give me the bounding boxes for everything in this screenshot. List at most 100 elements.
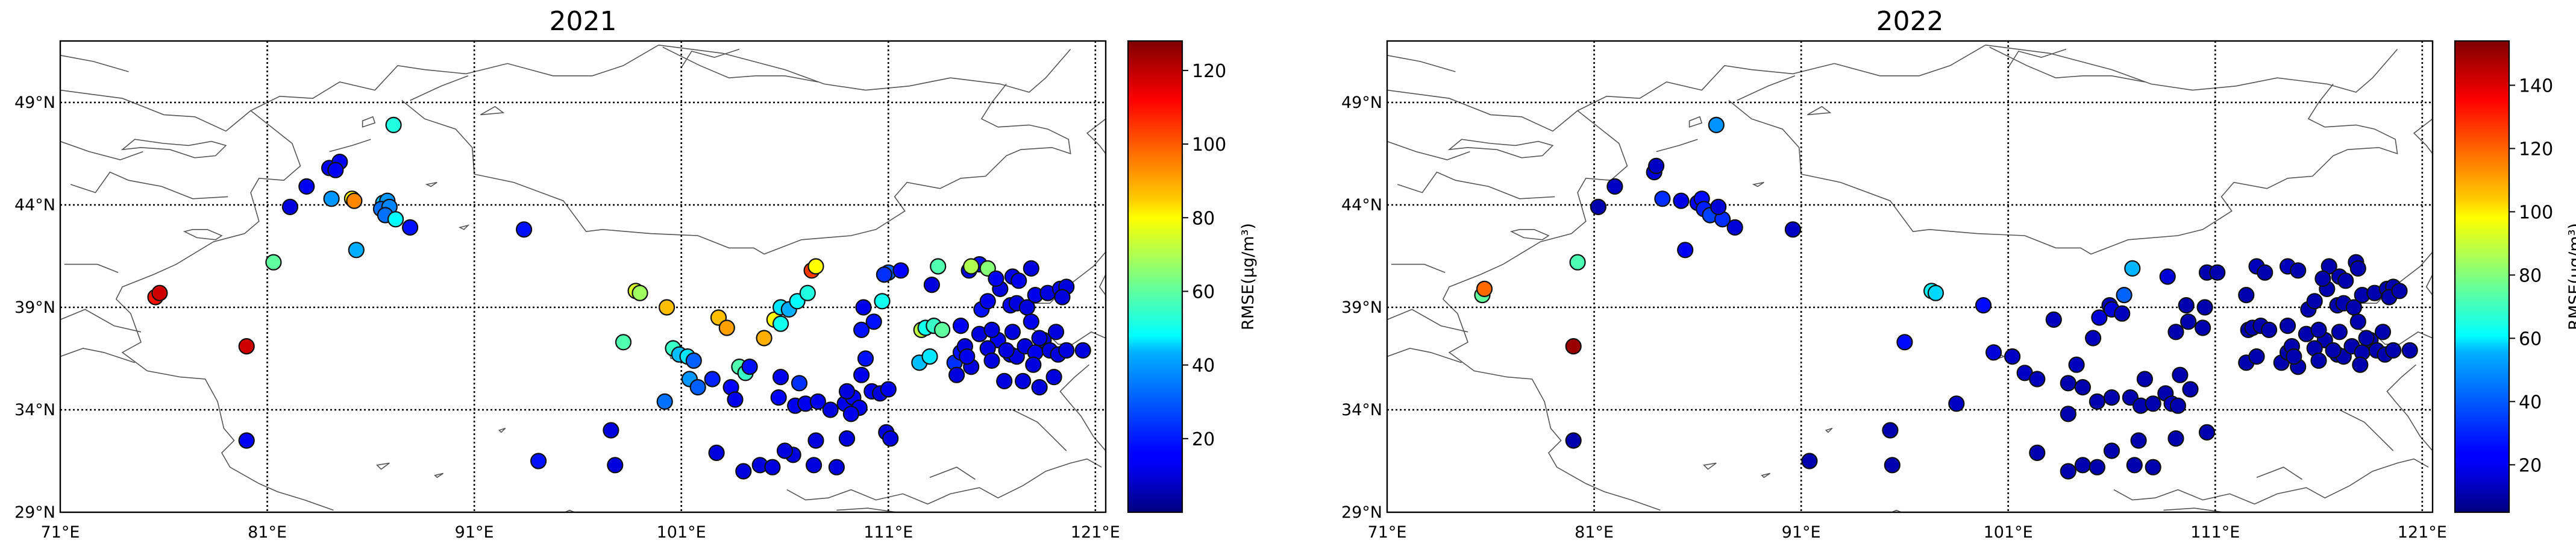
lake-outline [376, 462, 390, 470]
tick-labels: 71°E 81°E 91°E 101°E 111°E 121°E 29°N 34°N 39°N 4… [1341, 93, 2447, 542]
x-tick-label: 121°E [2398, 523, 2447, 542]
lake-outline [425, 181, 437, 187]
station-point [822, 401, 839, 418]
station-point [842, 406, 860, 422]
station-point [1710, 198, 1727, 215]
map-frame [1386, 40, 2434, 513]
station-point [996, 372, 1013, 390]
coastline [60, 140, 143, 161]
station-point [1031, 330, 1048, 347]
station-point [1801, 453, 1818, 469]
tick-labels: 71°E 81°E 91°E 101°E 111°E 121°E 29°N 34°N 39°N 4… [14, 93, 1120, 542]
colorbar-tick-label: 20 [2519, 455, 2542, 476]
station-point [874, 293, 891, 310]
station-point [238, 337, 255, 355]
station-point [2248, 348, 2265, 365]
station-point [2310, 352, 2327, 369]
x-tick-label: 101°E [1984, 523, 2033, 542]
station-point [853, 321, 870, 339]
station-point [2182, 381, 2199, 398]
coastline [658, 45, 1071, 93]
station-point [963, 258, 980, 275]
station-point [2286, 348, 2302, 365]
station-point [2159, 268, 2176, 285]
station-point [718, 319, 735, 336]
coastline [64, 263, 119, 273]
coastline [662, 46, 818, 83]
x-tick-label: 101°E [657, 523, 706, 542]
x-tick-label: 121°E [1071, 523, 1120, 542]
station-point [791, 375, 808, 392]
station-point [2145, 459, 2161, 475]
station-point [1648, 157, 1665, 174]
station-point [876, 266, 893, 283]
station-point [2261, 321, 2278, 339]
station-point [979, 293, 996, 310]
station-point [327, 162, 344, 178]
station-point [1054, 289, 1071, 306]
station-point [2325, 342, 2342, 359]
station-point [857, 350, 874, 367]
station-point [658, 299, 675, 316]
colorbar-label: RMSE(μg/m³) [1239, 223, 1258, 330]
station-point [983, 352, 1000, 369]
station-point [892, 262, 909, 279]
coastline [2425, 274, 2433, 296]
coastline [60, 45, 659, 132]
station-point [385, 116, 402, 133]
station-point [2074, 457, 2091, 474]
coastlines [60, 45, 1106, 512]
station-point [1031, 378, 1048, 396]
colorbar-tick-label: 60 [1192, 281, 1215, 303]
coastline [1985, 45, 2398, 93]
station-point [983, 321, 1000, 339]
station-point [727, 391, 744, 408]
station-point [2180, 313, 2197, 330]
station-point [656, 393, 673, 410]
station-point [1708, 116, 1725, 133]
station-point [2085, 330, 2102, 347]
station-point [1047, 324, 1065, 340]
lake-outline [434, 472, 444, 479]
station-point [2349, 260, 2366, 277]
graticule [1387, 41, 2433, 512]
station-point [281, 198, 298, 215]
colorbar-tick-label: 80 [1192, 208, 1215, 229]
station-point [348, 242, 365, 259]
coastline [1890, 509, 1903, 512]
coastline [2386, 364, 2433, 451]
lake-outline [480, 105, 505, 116]
station-point [2169, 397, 2186, 414]
y-tick-label: 39°N [1341, 298, 1382, 317]
station-point [1023, 260, 1039, 277]
station-point [2331, 324, 2348, 340]
coastline [1387, 309, 1468, 333]
station-point [2385, 342, 2402, 359]
lake-outline [1509, 229, 1550, 240]
coastline [1086, 118, 1106, 154]
x-tick-label: 111°E [2190, 523, 2240, 542]
station-point [530, 453, 547, 469]
station-point [1004, 324, 1021, 340]
station-point [2074, 378, 2091, 396]
station-point [1784, 221, 1801, 238]
station-point [2314, 270, 2331, 287]
colorbar-tick-label: 140 [2519, 75, 2553, 96]
station-point [1606, 178, 1623, 195]
station-point [2358, 330, 2375, 347]
station-point [1896, 334, 1913, 351]
station-point [1673, 192, 1690, 209]
station-point [853, 366, 870, 383]
station-point [323, 190, 340, 207]
station-point [1948, 395, 1965, 412]
station-point [865, 313, 882, 330]
coastline [70, 171, 228, 199]
colorbar-tick-label: 20 [1192, 429, 1215, 450]
map-frame [59, 40, 1107, 513]
station-point [2172, 366, 2189, 383]
station-point [1014, 372, 1032, 390]
station-point [631, 284, 648, 301]
x-tick-label: 111°E [863, 523, 913, 542]
station-point [2374, 324, 2392, 340]
